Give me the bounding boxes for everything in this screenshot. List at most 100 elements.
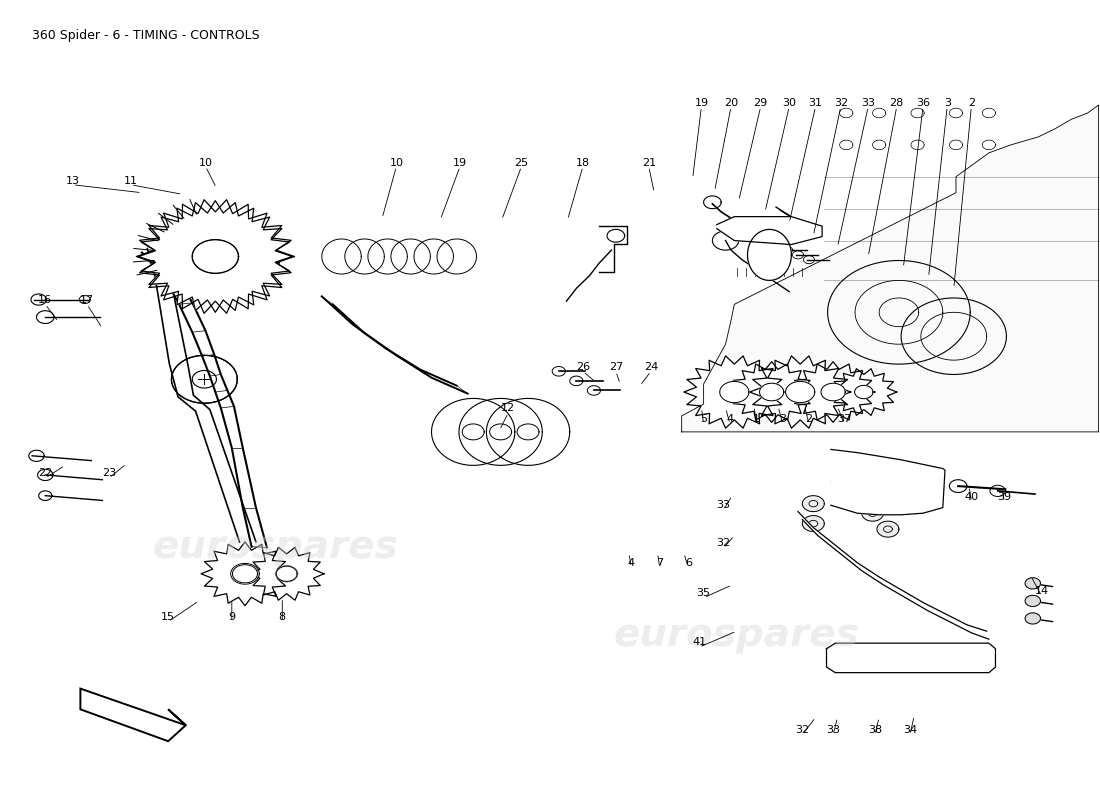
Text: 25: 25 (515, 158, 528, 168)
Text: 1: 1 (752, 414, 760, 424)
Polygon shape (172, 355, 238, 403)
Text: 24: 24 (644, 362, 658, 371)
Polygon shape (760, 383, 783, 401)
Polygon shape (856, 652, 876, 666)
Text: 27: 27 (608, 362, 623, 371)
Polygon shape (345, 239, 384, 274)
Text: 360 Spider - 6 - TIMING - CONTROLS: 360 Spider - 6 - TIMING - CONTROLS (32, 30, 260, 42)
Polygon shape (830, 369, 896, 415)
Polygon shape (748, 230, 791, 281)
Polygon shape (1025, 613, 1041, 624)
Text: 37: 37 (837, 414, 851, 424)
Polygon shape (730, 362, 813, 422)
Polygon shape (390, 239, 430, 274)
Text: 7: 7 (657, 558, 663, 568)
Text: 16: 16 (39, 294, 53, 305)
Text: 13: 13 (66, 176, 79, 186)
Text: 3: 3 (779, 414, 786, 424)
Text: 32: 32 (795, 725, 810, 735)
Polygon shape (830, 474, 852, 490)
Polygon shape (829, 652, 849, 666)
Text: eurospares: eurospares (153, 529, 398, 566)
Polygon shape (136, 200, 295, 314)
Polygon shape (830, 450, 945, 515)
Polygon shape (232, 565, 257, 583)
Polygon shape (459, 398, 542, 466)
Polygon shape (250, 547, 324, 600)
Polygon shape (821, 383, 845, 401)
Text: 10: 10 (389, 158, 404, 168)
Text: 26: 26 (576, 362, 590, 371)
Text: 38: 38 (868, 725, 882, 735)
Text: 19: 19 (694, 98, 708, 109)
Polygon shape (367, 239, 407, 274)
Polygon shape (322, 239, 361, 274)
Polygon shape (798, 512, 989, 639)
Polygon shape (785, 382, 815, 402)
Polygon shape (1025, 578, 1041, 589)
Text: 15: 15 (162, 612, 175, 622)
Text: 41: 41 (692, 638, 706, 647)
Polygon shape (861, 506, 883, 521)
Text: 31: 31 (808, 98, 823, 109)
Polygon shape (719, 382, 749, 402)
Text: 29: 29 (754, 98, 768, 109)
Polygon shape (682, 105, 1099, 432)
Polygon shape (80, 689, 186, 742)
Polygon shape (855, 386, 873, 398)
Polygon shape (486, 398, 570, 466)
Text: 34: 34 (903, 725, 917, 735)
Text: 9: 9 (228, 612, 235, 622)
Text: 3: 3 (944, 98, 950, 109)
Text: 2: 2 (805, 414, 813, 424)
Polygon shape (909, 652, 928, 666)
Text: 28: 28 (890, 98, 904, 109)
Polygon shape (276, 566, 297, 582)
Text: 30: 30 (782, 98, 796, 109)
Polygon shape (717, 217, 822, 245)
Text: 18: 18 (576, 158, 590, 168)
Text: 17: 17 (80, 294, 94, 305)
Text: eurospares: eurospares (614, 616, 859, 654)
Text: 5: 5 (700, 414, 707, 424)
Text: 32: 32 (834, 98, 848, 109)
Text: 12: 12 (502, 403, 516, 413)
Polygon shape (877, 521, 899, 537)
Text: 23: 23 (102, 468, 116, 478)
Polygon shape (791, 362, 874, 422)
Text: 33: 33 (826, 725, 840, 735)
Polygon shape (802, 496, 824, 512)
Text: 40: 40 (965, 492, 978, 502)
Text: 36: 36 (916, 98, 931, 109)
Polygon shape (882, 652, 902, 666)
Text: 6: 6 (684, 558, 692, 568)
Polygon shape (1025, 595, 1041, 606)
Text: 39: 39 (998, 492, 1011, 502)
Polygon shape (431, 398, 515, 466)
Polygon shape (192, 239, 239, 274)
Polygon shape (414, 239, 453, 274)
Text: 10: 10 (198, 158, 212, 168)
Text: 8: 8 (278, 612, 286, 622)
Text: 33: 33 (716, 500, 730, 510)
Polygon shape (192, 240, 239, 273)
Text: 21: 21 (641, 158, 656, 168)
Polygon shape (802, 515, 824, 531)
Text: 19: 19 (453, 158, 468, 168)
Text: 32: 32 (716, 538, 730, 549)
Polygon shape (826, 643, 996, 673)
Polygon shape (201, 542, 289, 606)
Text: 35: 35 (696, 588, 711, 598)
Text: 20: 20 (724, 98, 738, 109)
Text: 33: 33 (861, 98, 876, 109)
Polygon shape (684, 356, 784, 428)
Polygon shape (750, 356, 850, 428)
Text: 2: 2 (968, 98, 975, 109)
Polygon shape (846, 490, 868, 506)
Polygon shape (139, 201, 293, 312)
Polygon shape (437, 239, 476, 274)
Text: 11: 11 (124, 176, 138, 186)
Text: 4: 4 (726, 414, 734, 424)
Text: 22: 22 (39, 468, 53, 478)
Text: 4: 4 (628, 558, 635, 568)
